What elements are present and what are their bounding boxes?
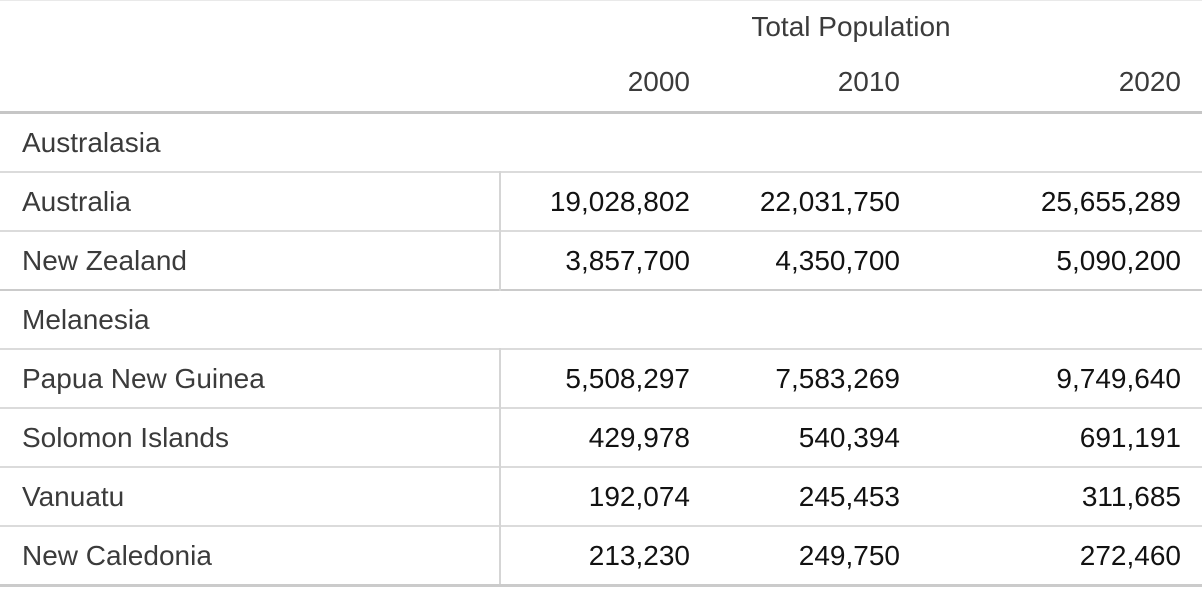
table-body: Australasia Australia 19,028,802 22,031,… — [0, 113, 1202, 586]
cell-value-2000: 192,074 — [499, 467, 690, 526]
table-header: Total Population 2000 2010 2020 — [0, 1, 1202, 113]
cell-value-2020: 691,191 — [1079, 421, 1181, 453]
row-label: New Caledonia — [22, 539, 212, 571]
section-label: Australasia — [22, 126, 161, 158]
cell-value-2020: 25,655,289 — [1040, 185, 1181, 217]
cell-value-2010: 22,031,750 — [759, 185, 900, 217]
cell-value-2000: 5,508,297 — [499, 349, 690, 408]
table-row-solomon-islands: Solomon Islands 429,978 540,394 691,191 — [0, 408, 1202, 467]
cell-value-2020: 311,685 — [1081, 480, 1181, 512]
cell-value-2010: 249,750 — [798, 539, 900, 571]
cell-value-2010: 540,394 — [798, 421, 900, 453]
table-row-new-caledonia: New Caledonia 213,230 249,750 272,460 — [0, 526, 1202, 586]
row-label: Papua New Guinea — [22, 362, 265, 394]
row-label: Solomon Islands — [22, 421, 230, 453]
cell-value-2000: 213,230 — [499, 526, 690, 586]
header-spacer — [0, 1, 500, 54]
header-spacer — [0, 53, 500, 113]
column-header-2010: 2010 — [837, 66, 900, 97]
cell-value-2010: 7,583,269 — [775, 362, 900, 394]
cell-value-2010: 4,350,700 — [775, 244, 900, 276]
section-label: Melanesia — [22, 303, 150, 335]
table-title: Total Population — [751, 11, 951, 42]
row-label: Australia — [22, 185, 131, 217]
cell-value-2020: 5,090,200 — [1056, 244, 1181, 276]
section-row-australasia: Australasia — [0, 113, 1202, 172]
row-label: Vanuatu — [22, 480, 125, 512]
header-years-row: 2000 2010 2020 — [0, 53, 1202, 113]
cell-value-2000: 429,978 — [499, 408, 690, 467]
header-title-row: Total Population — [0, 1, 1202, 54]
cell-value-2000: 19,028,802 — [499, 172, 690, 231]
column-header-2020: 2020 — [1118, 66, 1181, 97]
cell-value-2000: 3,857,700 — [499, 231, 690, 290]
cell-value-2020: 9,749,640 — [1056, 362, 1181, 394]
section-row-melanesia: Melanesia — [0, 290, 1202, 349]
table-row-papua-new-guinea: Papua New Guinea 5,508,297 7,583,269 9,7… — [0, 349, 1202, 408]
column-header-2000: 2000 — [627, 66, 690, 97]
table-row-new-zealand: New Zealand 3,857,700 4,350,700 5,090,20… — [0, 231, 1202, 290]
table-row-australia: Australia 19,028,802 22,031,750 25,655,2… — [0, 172, 1202, 231]
cell-value-2020: 272,460 — [1079, 539, 1181, 571]
cell-value-2010: 245,453 — [798, 480, 900, 512]
row-label: New Zealand — [22, 244, 187, 276]
table-row-vanuatu: Vanuatu 192,074 245,453 311,685 — [0, 467, 1202, 526]
